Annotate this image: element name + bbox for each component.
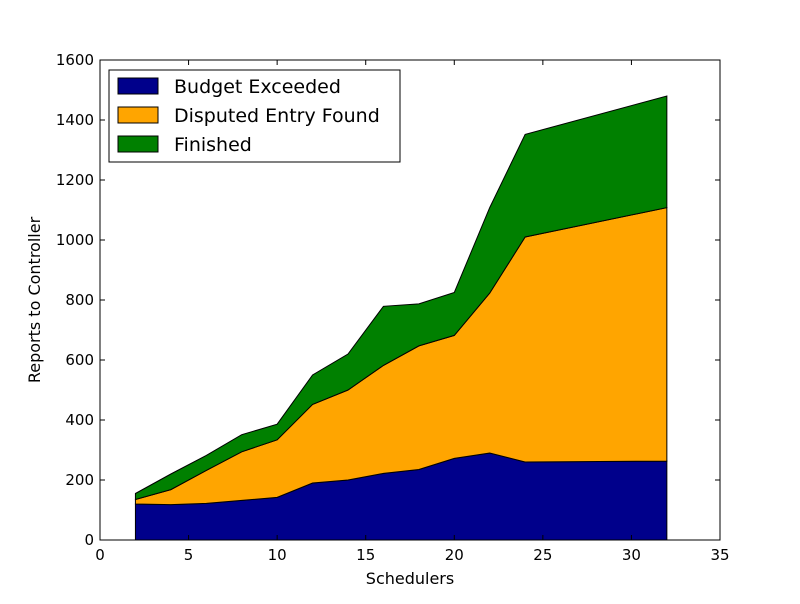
legend-swatch [117, 106, 159, 124]
legend-swatch [117, 77, 159, 95]
y-tick-label: 200 [65, 471, 94, 489]
legend-label: Finished [174, 134, 252, 156]
area-finished [134, 95, 668, 501]
legend-swatch [117, 135, 159, 153]
y-tick-label: 400 [65, 411, 94, 429]
x-tick-label: 25 [533, 546, 552, 564]
x-tick-label: 15 [356, 546, 375, 564]
x-tick-label: 20 [445, 546, 464, 564]
legend: Budget Exceeded Disputed Entry Found Finis… [108, 69, 401, 163]
y-tick-label: 800 [65, 291, 94, 309]
x-tick-label: 5 [184, 546, 194, 564]
x-tick-label: 10 [268, 546, 287, 564]
x-tick-label: 30 [622, 546, 641, 564]
y-tick-label: 600 [65, 351, 94, 369]
y-tick-label: 1200 [56, 171, 94, 189]
y-tick-label: 1400 [56, 111, 94, 129]
y-tick-label: 1000 [56, 231, 94, 249]
y-tick-label: 0 [84, 531, 94, 549]
legend-label: Disputed Entry Found [174, 105, 380, 127]
axis-ticks: 0 5 10 15 20 25 30 35 0 200 400 600 800 1000 1200 1400 1… [56, 51, 730, 564]
x-axis-label: Schedulers [366, 569, 454, 588]
area-layers [134, 95, 668, 541]
x-tick-label: 35 [710, 546, 729, 564]
y-axis-label: Reports to Controller [25, 216, 44, 383]
x-tick-label: 0 [95, 546, 105, 564]
legend-label: Budget Exceeded [174, 76, 341, 98]
y-tick-label: 1600 [56, 51, 94, 69]
